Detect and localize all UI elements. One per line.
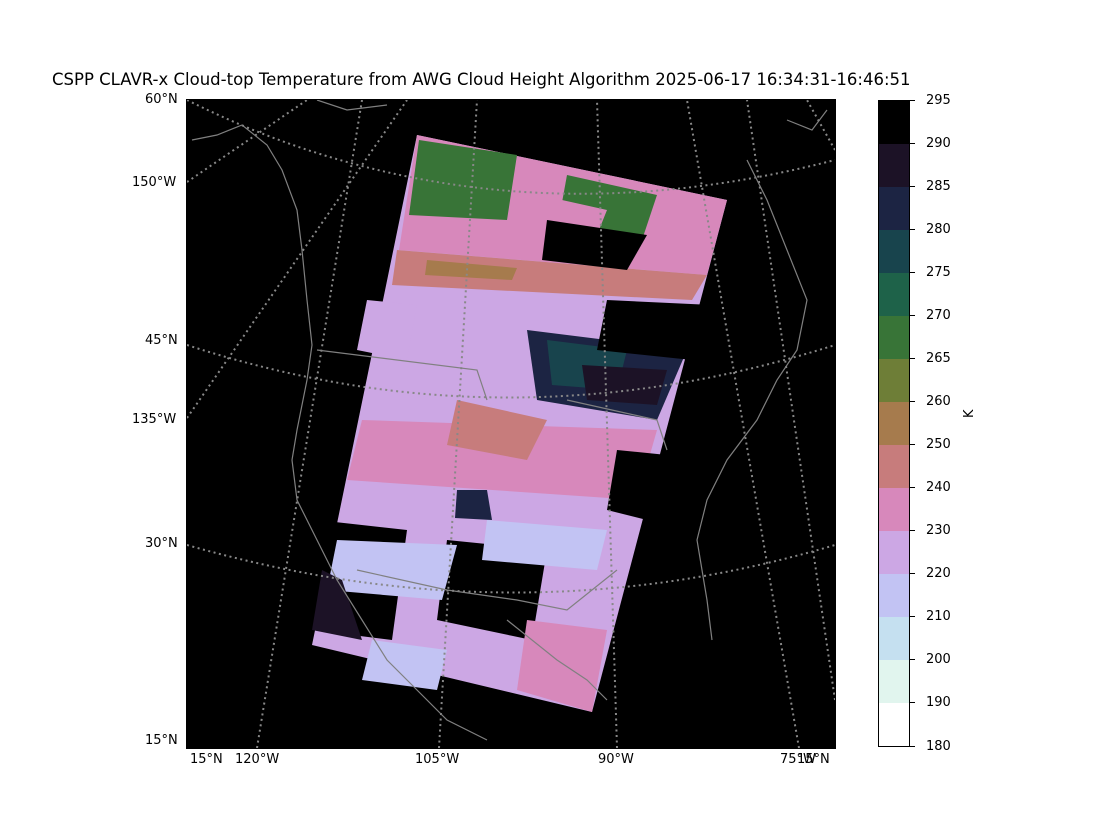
lat-label-30n: 30°N: [145, 536, 178, 551]
colorbar-tick-label: 190: [926, 695, 951, 710]
lon-label-135w: 135°W: [132, 412, 177, 427]
lon-label-75w: 75°W: [780, 752, 816, 767]
bottom-label-15n-right: 15°N: [797, 752, 830, 767]
satellite-swath: [312, 135, 727, 712]
colorbar-segment: [879, 660, 909, 703]
colorbar-segment: [879, 402, 909, 445]
coastlines: [191, 100, 828, 741]
graticule: [187, 100, 835, 748]
colorbar-segment: [879, 359, 909, 402]
colorbar-segment: [879, 488, 909, 531]
colorbar-tick-label: 180: [926, 739, 951, 754]
colorbar-tick-label: 240: [926, 480, 951, 495]
colorbar-segment: [879, 617, 909, 660]
colorbar-segment: [879, 316, 909, 359]
colorbar-tick-label: 220: [926, 566, 951, 581]
lon-label-120w: 120°W: [235, 752, 280, 767]
map-svg: [187, 100, 835, 748]
colorbar-tick-label: 200: [926, 652, 951, 667]
colorbar: [878, 100, 910, 747]
lon-label-90w: 90°W: [598, 752, 634, 767]
colorbar-unit-label: K: [962, 409, 977, 418]
colorbar-segment: [879, 273, 909, 316]
colorbar-tick-label: 295: [926, 93, 951, 108]
colorbar-tick-label: 210: [926, 609, 951, 624]
lon-label-150w: 150°W: [132, 175, 177, 190]
colorbar-tick-label: 290: [926, 136, 951, 151]
colorbar-tick-label: 270: [926, 308, 951, 323]
colorbar-tick-label: 265: [926, 351, 951, 366]
lat-label-45n: 45°N: [145, 333, 178, 348]
chart-title: CSPP CLAVR-x Cloud-top Temperature from …: [52, 70, 911, 89]
bottom-label-15n-left: 15°N: [190, 752, 223, 767]
colorbar-tick-label: 285: [926, 179, 951, 194]
colorbar-tick-label: 280: [926, 222, 951, 237]
colorbar-tick-label: 275: [926, 265, 951, 280]
colorbar-segment: [879, 531, 909, 574]
colorbar-segment: [879, 703, 909, 746]
colorbar-segment: [879, 187, 909, 230]
colorbar-segment: [879, 574, 909, 617]
colorbar-tick-label: 260: [926, 394, 951, 409]
colorbar-tick-label: 230: [926, 523, 951, 538]
colorbar-segment: [879, 144, 909, 187]
map-panel[interactable]: [186, 99, 836, 749]
colorbar-tick-label: 250: [926, 437, 951, 452]
colorbar-segment: [879, 230, 909, 273]
lat-label-15n: 15°N: [145, 733, 178, 748]
lat-label-60n: 60°N: [145, 92, 178, 107]
lon-label-105w: 105°W: [415, 752, 460, 767]
colorbar-segment: [879, 101, 909, 144]
colorbar-segment: [879, 445, 909, 488]
